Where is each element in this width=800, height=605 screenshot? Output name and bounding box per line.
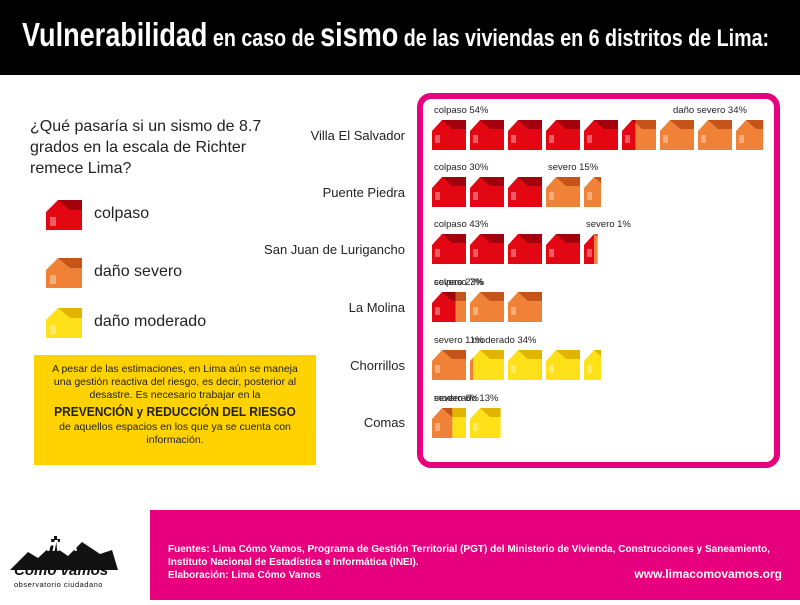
title-part-1: Vulnerabilidad [22,16,208,53]
logo-text-subtitle: observatorio ciudadano [14,580,103,589]
note-text-3: de aquellos espacios en los que ya se cu… [59,421,291,446]
value-label: moderado 13% [434,393,499,404]
house-icon [46,258,82,288]
district-label-san-juan-de-lurigancho: San Juan de Lurigancho [264,242,405,257]
value-label: severo 6% [434,393,479,404]
sources-line-2: Instituto Nacional de Estadística e Info… [168,557,419,568]
district-label-villa-el-salvador: Villa El Salvador [310,128,405,143]
value-label: severo 1% [586,219,631,230]
house-icon [46,200,82,230]
question-text: ¿Qué pasaría si un sismo de 8.7 grados e… [30,118,262,177]
value-label: daño severo 34% [673,105,747,116]
note-text-1: A pesar de las estimaciones, en Lima aún… [52,363,298,401]
title-part-3: sismo [320,16,399,53]
value-label: colpaso 54% [434,105,489,116]
house-icon [46,308,82,338]
logo: LIMA Cómo vamos observatorio ciudadano [0,450,153,600]
sources-line-1: Fuentes: Lima Cómo Vamos, Programa de Ge… [168,544,770,555]
legend-item-colpaso: colpaso [44,198,244,230]
value-label: moderado 34% [472,335,537,346]
logo-text-como-vamos: Cómo vamos [14,562,109,579]
info-note-box: A pesar de las estimaciones, en Lima aún… [34,355,316,465]
value-label: severo 23% [434,277,485,288]
district-label-la-molina: La Molina [348,300,405,315]
legend-label: colpaso [94,205,150,222]
header-bar: Vulnerabilidad en caso de sismo de las v… [0,0,800,75]
district-label-chorrillos: Chorrillos [350,358,405,373]
district-label-puente-piedra: Puente Piedra [322,185,405,200]
value-label: severo 11% [434,335,484,346]
sources-line-3: Elaboración: Lima Cómo Vamos [168,570,321,581]
title-part-2: en caso de [207,25,321,52]
note-highlight: PREVENCIÓN y REDUCCIÓN DEL RIESGO [54,404,296,419]
district-label-comas: Comas [363,415,405,430]
chart-frame [417,93,780,468]
value-label: severo 15% [548,162,599,173]
value-label: colpaso 7% [434,277,484,288]
legend-item-dano-moderado: daño moderado [44,306,244,338]
value-label: colpaso 30% [434,162,489,173]
title-part-4: de las viviendas en 6 distritos de Lima: [398,25,770,52]
website-link[interactable]: www.limacomovamos.org [634,567,782,581]
value-label: colpaso 43% [434,219,489,230]
legend-label: daño severo [94,263,183,280]
legend-label: daño moderado [94,313,207,330]
page-title: Vulnerabilidad en caso de sismo de las v… [22,16,769,54]
logo-text-lima: LIMA [36,538,80,555]
sources-text: Fuentes: Lima Cómo Vamos, Programa de Ge… [168,543,770,582]
legend-item-dano-severo: daño severo [44,256,244,288]
